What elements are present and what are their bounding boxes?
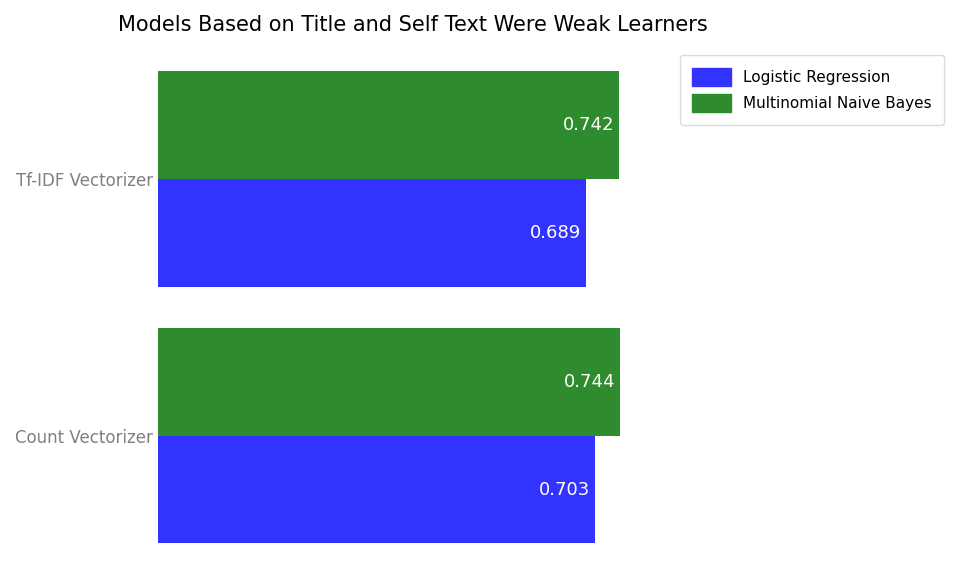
Bar — [158, 71, 619, 179]
Bar — [158, 328, 620, 436]
Title: Models Based on Title and Self Text Were Weak Learners: Models Based on Title and Self Text Were… — [117, 15, 707, 35]
Text: 0.744: 0.744 — [564, 372, 615, 391]
Text: 0.703: 0.703 — [538, 481, 590, 499]
Bar — [158, 436, 595, 544]
Text: 0.689: 0.689 — [530, 224, 581, 242]
Text: 0.742: 0.742 — [562, 116, 614, 134]
Legend: Logistic Regression, Multinomial Naive Bayes: Logistic Regression, Multinomial Naive B… — [680, 55, 944, 125]
Bar — [158, 179, 586, 287]
